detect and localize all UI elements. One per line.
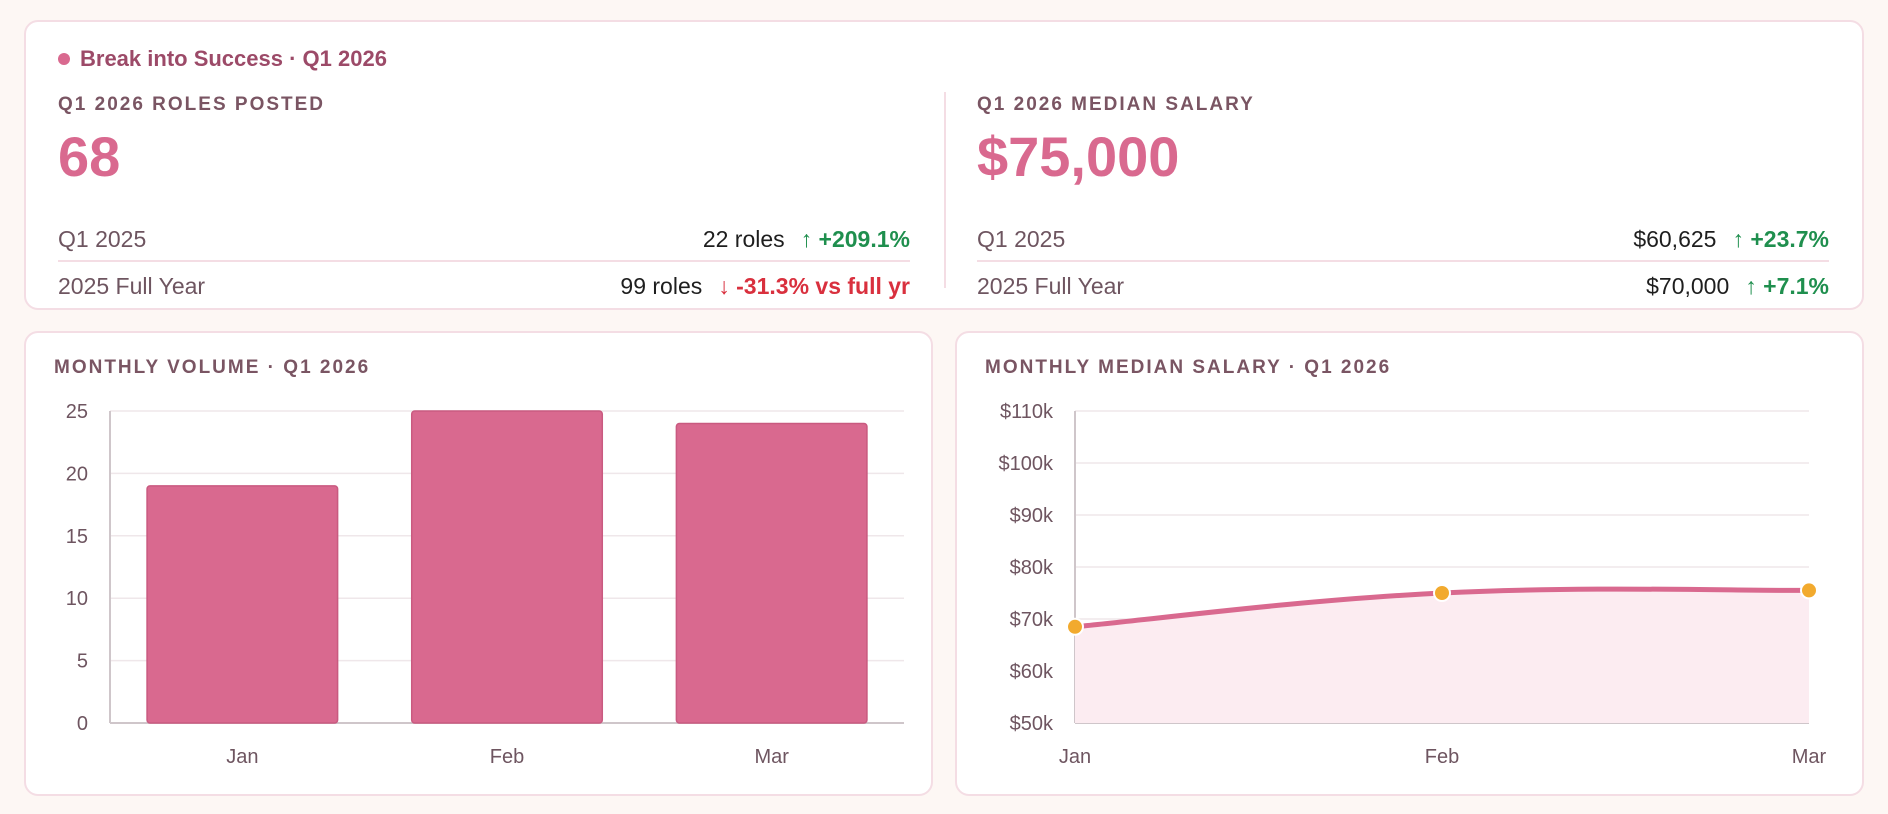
salary-metric: Q1 2026 MEDIAN SALARY $75,000 Q1 2025 $6… [977,94,1829,299]
y-tick-label: $70k [1010,609,1054,631]
salary-comparison-q1-2025: Q1 2025 $60,625 ↑ +23.7% [977,218,1829,262]
roles-comparison-q1-2025: Q1 2025 22 roles ↑ +209.1% [58,218,910,262]
x-tick-label: Feb [490,746,524,768]
salary-value: $75,000 [977,125,1180,188]
comparison-value: 99 roles [620,272,703,299]
salary-label: Q1 2026 MEDIAN SALARY [977,94,1255,115]
y-tick-label: $50k [1010,713,1054,735]
series-area [1075,589,1809,723]
y-tick-label: $110k [1000,401,1054,423]
y-tick-label: 10 [66,588,88,610]
summary-card: Break into Success · Q1 2026 Q1 2026 ROL… [24,20,1864,310]
comparison-label: 2025 Full Year [58,272,206,299]
x-tick-label: Jan [226,746,258,768]
x-tick-label: Mar [1792,746,1827,768]
comparison-value: $60,625 [1633,225,1717,252]
roles-comparison-full-year: 2025 Full Year 99 roles ↓ -31.3% vs full… [58,264,910,308]
bar-mar [675,422,868,724]
comparison-delta: ↑ +7.1% [1745,272,1829,299]
metric-divider [944,92,946,288]
roles-metric: Q1 2026 ROLES POSTED 68 Q1 2025 22 roles… [58,94,910,299]
y-tick-label: $60k [1010,661,1054,683]
y-tick-label: 25 [66,401,88,423]
point-mar [1800,581,1818,600]
comparison-value: $70,000 [1646,272,1730,299]
y-tick-label: $100k [999,453,1054,475]
comparison-delta: ↑ +23.7% [1732,225,1829,252]
salary-chart-title: MONTHLY MEDIAN SALARY · Q1 2026 [985,357,1392,378]
comparison-label: Q1 2025 [977,225,1066,252]
point-jan [1066,617,1084,636]
volume-chart-title: MONTHLY VOLUME · Q1 2026 [54,357,371,378]
comparison-value: 22 roles [702,225,785,252]
comparison-delta: ↑ +209.1% [800,225,910,252]
roles-value: 68 [58,125,121,188]
volume-chart-card: MONTHLY VOLUME · Q1 2026 0 5 10 15 20 25 Jan Fe… [24,331,933,796]
x-tick-label: Jan [1059,746,1091,768]
comparison-label: 2025 Full Year [977,272,1125,299]
y-tick-label: 5 [77,651,88,673]
y-tick-label: 0 [77,713,88,735]
salary-chart: $50k $60k $70k $80k $90k $100k $110k Jan Feb Mar [999,401,1827,768]
y-tick-label: 20 [66,463,88,485]
bar-feb [410,410,604,724]
roles-label: Q1 2026 ROLES POSTED [58,94,326,115]
y-tick-label: 15 [66,526,88,548]
brand-text: Break into Success · Q1 2026 [80,46,387,71]
volume-chart: 0 5 10 15 20 25 Jan Feb Mar [66,401,904,768]
bar-jan [146,485,339,724]
x-tick-label: Feb [1425,746,1459,768]
y-tick-label: $90k [1010,505,1054,527]
brand-title: Break into Success · Q1 2026 [58,46,387,72]
salary-chart-card: MONTHLY MEDIAN SALARY · Q1 2026 $50k $60k… [955,331,1864,796]
comparison-label: Q1 2025 [58,225,147,252]
y-tick-label: $80k [1010,557,1054,579]
brand-dot-icon [58,53,70,65]
x-tick-label: Mar [754,746,789,768]
point-feb [1433,584,1451,602]
comparison-delta: ↓ -31.3% vs full yr [718,272,910,299]
salary-comparison-full-year: 2025 Full Year $70,000 ↑ +7.1% [977,264,1829,308]
